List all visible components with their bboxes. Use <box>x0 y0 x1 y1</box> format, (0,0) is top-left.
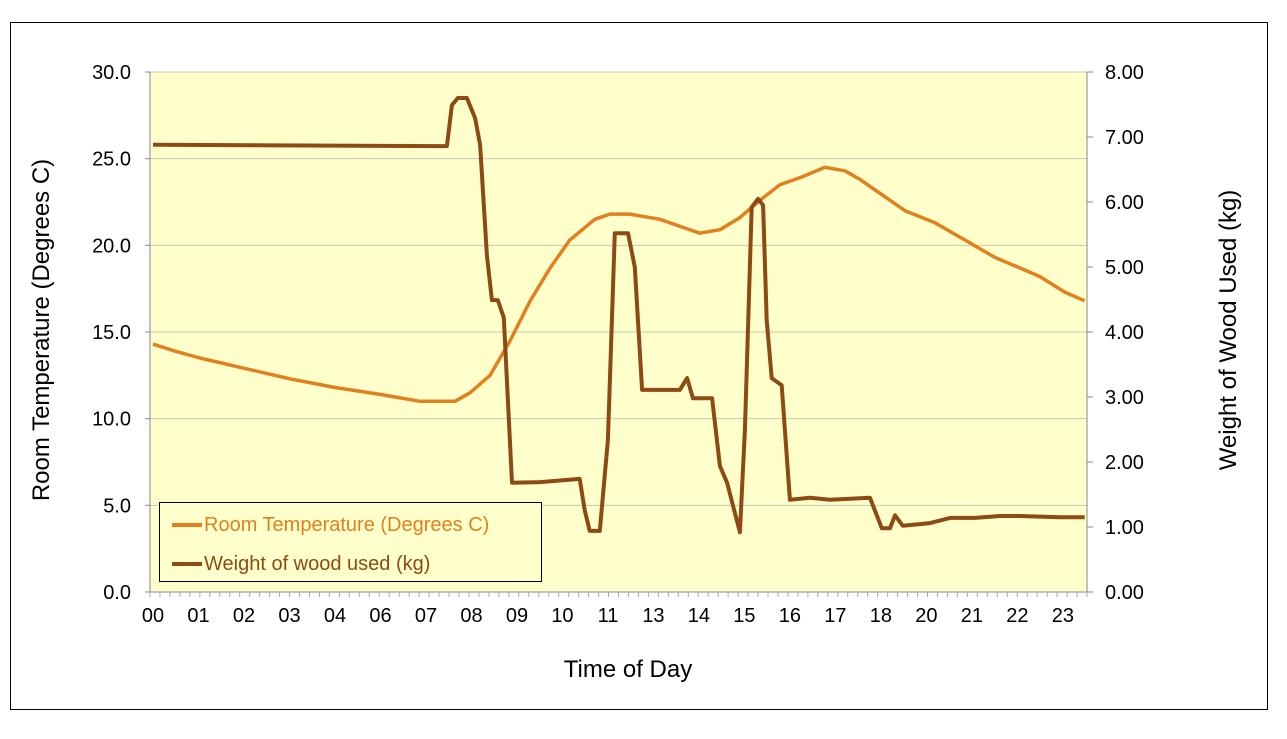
y-tick-label: 10.0 <box>92 409 131 431</box>
y2-tick-label: 7.00 <box>1105 127 1144 149</box>
x-tick-label: 09 <box>506 605 528 627</box>
x-tick-label: 20 <box>915 605 937 627</box>
legend-item-wood: Weight of wood used (kg) <box>172 549 430 579</box>
y2-tick-label: 8.00 <box>1105 62 1144 84</box>
x-tick-label: 08 <box>460 605 482 627</box>
x-tick-label: 01 <box>187 605 209 627</box>
y-tick-label: 30.0 <box>92 62 131 84</box>
y2-tick-label: 1.00 <box>1105 517 1144 539</box>
legend-label-temperature: Room Temperature (Degrees C) <box>204 513 490 536</box>
x-tick-label: 15 <box>733 605 755 627</box>
x-tick-label: 11 <box>598 605 619 627</box>
y-tick-label: 15.0 <box>92 322 131 344</box>
x-tick-label: 03 <box>278 605 300 627</box>
x-tick-label: 13 <box>642 605 664 627</box>
y2-tick-label: 5.00 <box>1105 257 1144 279</box>
temperature-line <box>152 165 1086 404</box>
legend-item-temperature: Room Temperature (Degrees C) <box>172 510 489 540</box>
x-tick-label: 10 <box>551 605 573 627</box>
x-tick-label: 06 <box>369 605 391 627</box>
x-tick-label: 22 <box>1006 605 1028 627</box>
x-tick-label: 18 <box>870 605 892 627</box>
x-tick-label: 17 <box>824 605 846 627</box>
x-tick-label: 23 <box>1052 605 1074 627</box>
y2-tick-label: 2.00 <box>1105 452 1144 474</box>
legend-label-wood: Weight of wood used (kg) <box>204 552 431 575</box>
x-tick-label: 16 <box>779 605 801 627</box>
x-tick-label: 00 <box>142 605 164 627</box>
y2-tick-label: 0.00 <box>1105 582 1144 604</box>
legend: Room Temperature (Degrees C) Weight of w… <box>159 502 542 582</box>
y2-axis-title: Weight of Wood Used (kg) <box>1215 190 1242 471</box>
y-tick-label: 5.0 <box>103 495 131 517</box>
legend-swatch-temperature <box>172 523 202 527</box>
y2-tick-label: 4.00 <box>1105 322 1144 344</box>
x-axis-title: Time of Day <box>564 656 692 683</box>
y2-tick-label: 6.00 <box>1105 192 1144 214</box>
y-tick-label: 25.0 <box>92 149 131 171</box>
y-tick-label: 20.0 <box>92 235 131 257</box>
x-tick-label: 21 <box>961 605 983 627</box>
wood-weight-line <box>152 96 1085 535</box>
y-axis-title: Room Temperature (Degrees C) <box>28 159 55 501</box>
x-tick-label: 02 <box>233 605 255 627</box>
legend-swatch-wood <box>172 562 202 566</box>
x-tick-label: 04 <box>324 605 346 627</box>
x-tick-label: 14 <box>688 605 710 627</box>
chart-frame <box>10 22 1268 710</box>
y2-tick-label: 3.00 <box>1105 387 1144 409</box>
x-tick-label: 07 <box>415 605 437 627</box>
y-tick-label: 0.0 <box>103 582 131 604</box>
